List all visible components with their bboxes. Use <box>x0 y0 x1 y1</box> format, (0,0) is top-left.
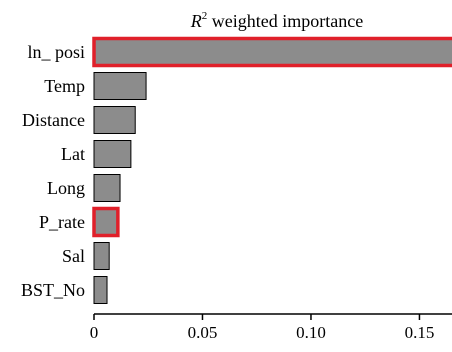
category-label-p-rate: P_rate <box>39 212 85 232</box>
bar-bst-no <box>93 276 108 304</box>
category-labels: ln_ posi Temp Distance Lat Long P_rate Sal BST_… <box>21 42 85 300</box>
bar-temp <box>93 72 147 100</box>
bar-distance <box>93 106 136 134</box>
title-rest: weighted importance <box>207 11 363 31</box>
x-tick-label: 0 <box>90 323 99 342</box>
chart-title: R2 weighted importance <box>190 10 363 31</box>
category-label-bst-no: BST_No <box>21 280 85 300</box>
bar-lat <box>93 140 132 168</box>
category-label-temp: Temp <box>44 76 85 96</box>
x-tick-label: 0.05 <box>188 323 218 342</box>
bar-p-rate <box>92 206 120 238</box>
x-tick-label: 0.10 <box>296 323 326 342</box>
bars-layer <box>92 36 452 304</box>
x-tick-label: 0.15 <box>405 323 435 342</box>
category-label-sal: Sal <box>62 246 85 266</box>
x-axis: 0 0.05 0.10 0.15 <box>90 313 452 342</box>
category-label-lat: Lat <box>61 144 85 164</box>
bar-sal <box>93 242 110 270</box>
bar-long <box>93 174 121 202</box>
title-superscript: 2 <box>202 10 208 22</box>
category-label-distance: Distance <box>22 110 85 130</box>
title-prefix: R <box>190 11 202 31</box>
category-label-ln-posi: ln_ posi <box>27 42 85 62</box>
bar-ln-posi <box>92 36 452 68</box>
category-label-long: Long <box>47 178 85 198</box>
